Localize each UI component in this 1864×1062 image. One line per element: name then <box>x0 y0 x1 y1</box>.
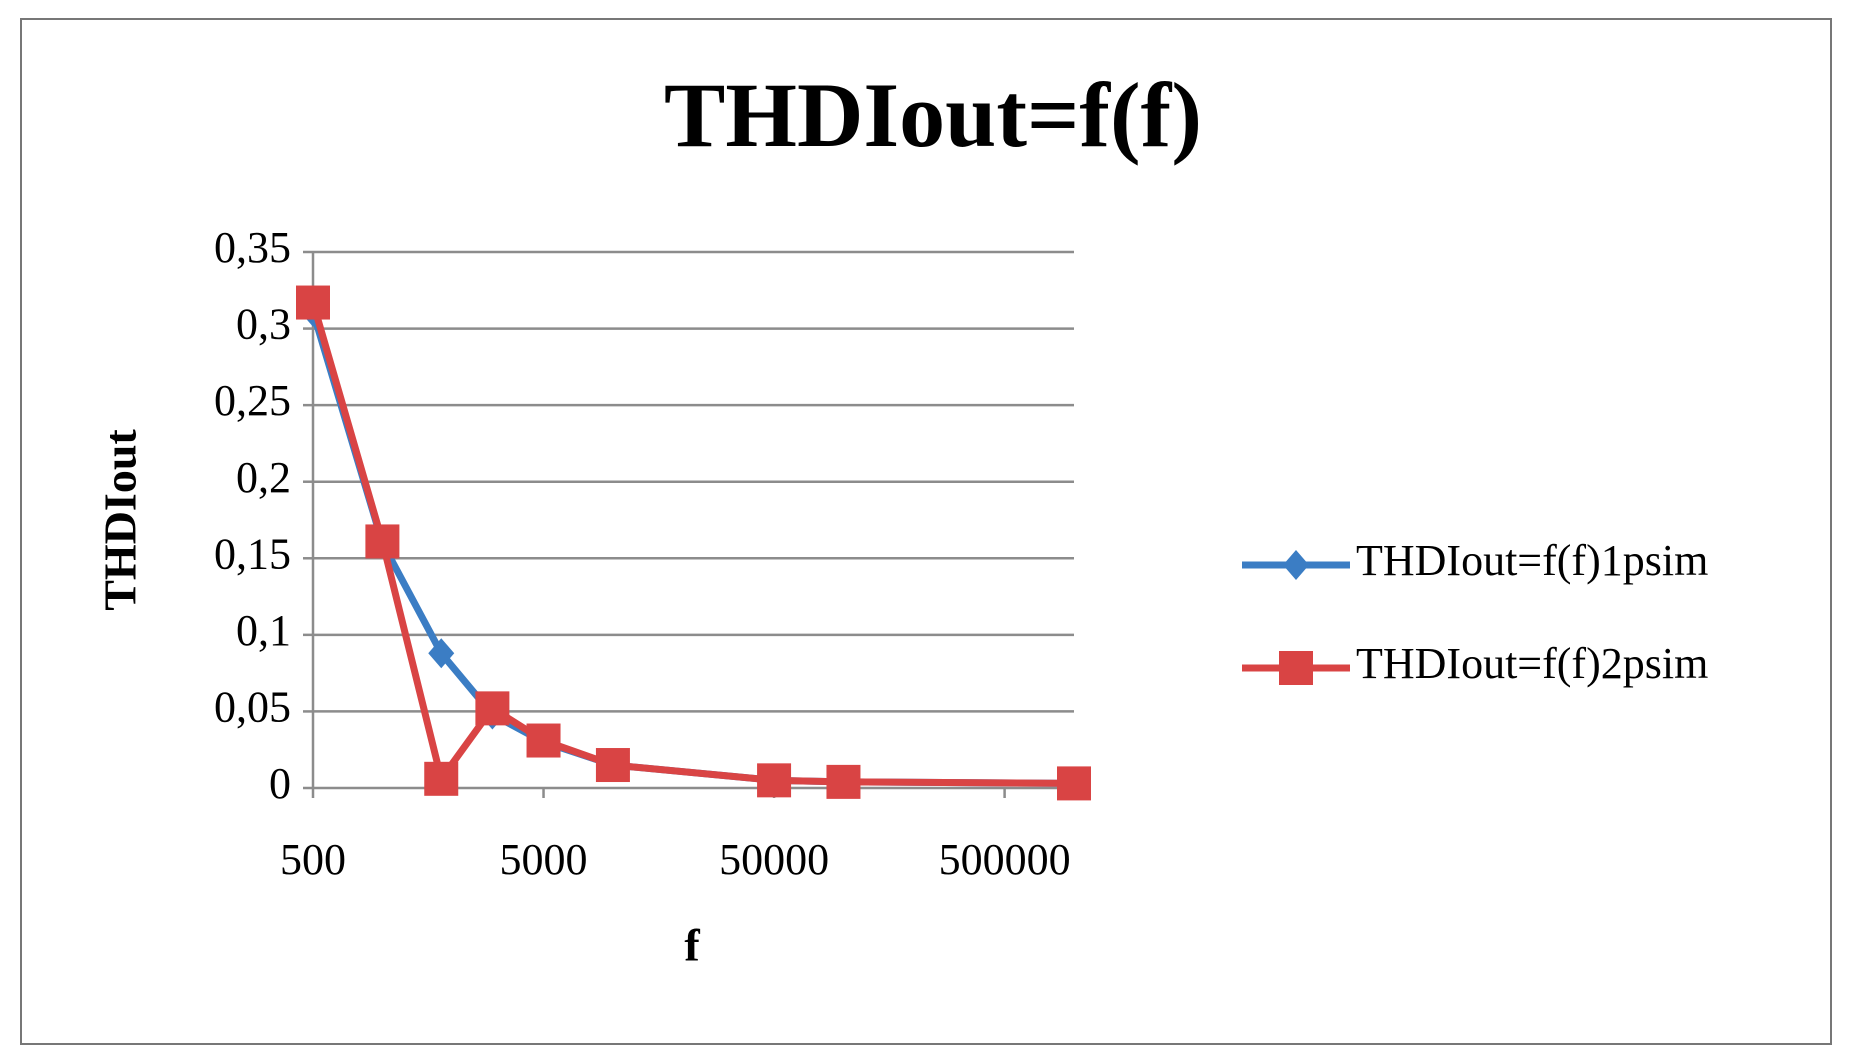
chart-title: THDIout=f(f) <box>664 64 1202 166</box>
x-tick-label: 500000 <box>939 835 1071 884</box>
y-tick-label: 0,25 <box>214 376 291 425</box>
x-tick-label: 500 <box>280 835 346 884</box>
y-tick-label: 0,35 <box>214 223 291 272</box>
marker <box>1057 766 1091 801</box>
marker <box>428 638 455 669</box>
x-axis-title: f <box>684 920 700 971</box>
y-tick-label: 0 <box>269 759 291 808</box>
legend-label: THDIout=f(f)2psim <box>1356 639 1708 688</box>
y-tick-label: 0,2 <box>236 453 291 502</box>
y-tick-label: 0,3 <box>236 300 291 349</box>
x-tick-label: 5000 <box>500 835 588 884</box>
marker <box>424 761 459 796</box>
y-tick-label: 0,05 <box>214 683 291 732</box>
marker <box>595 748 630 783</box>
chart-border <box>20 18 1832 1045</box>
marker <box>365 524 400 559</box>
y-tick-label: 0,15 <box>214 529 291 578</box>
legend-marker <box>1283 550 1309 580</box>
y-axis-title: THDIout <box>95 429 146 611</box>
x-tick-label: 50000 <box>719 835 829 884</box>
legend-marker <box>1279 651 1313 685</box>
marker <box>826 764 861 799</box>
legend-label: THDIout=f(f)1psim <box>1356 536 1708 585</box>
y-tick-label: 0,1 <box>236 606 291 655</box>
marker <box>475 691 510 726</box>
marker <box>526 723 561 758</box>
marker <box>757 763 792 798</box>
marker <box>296 285 330 320</box>
